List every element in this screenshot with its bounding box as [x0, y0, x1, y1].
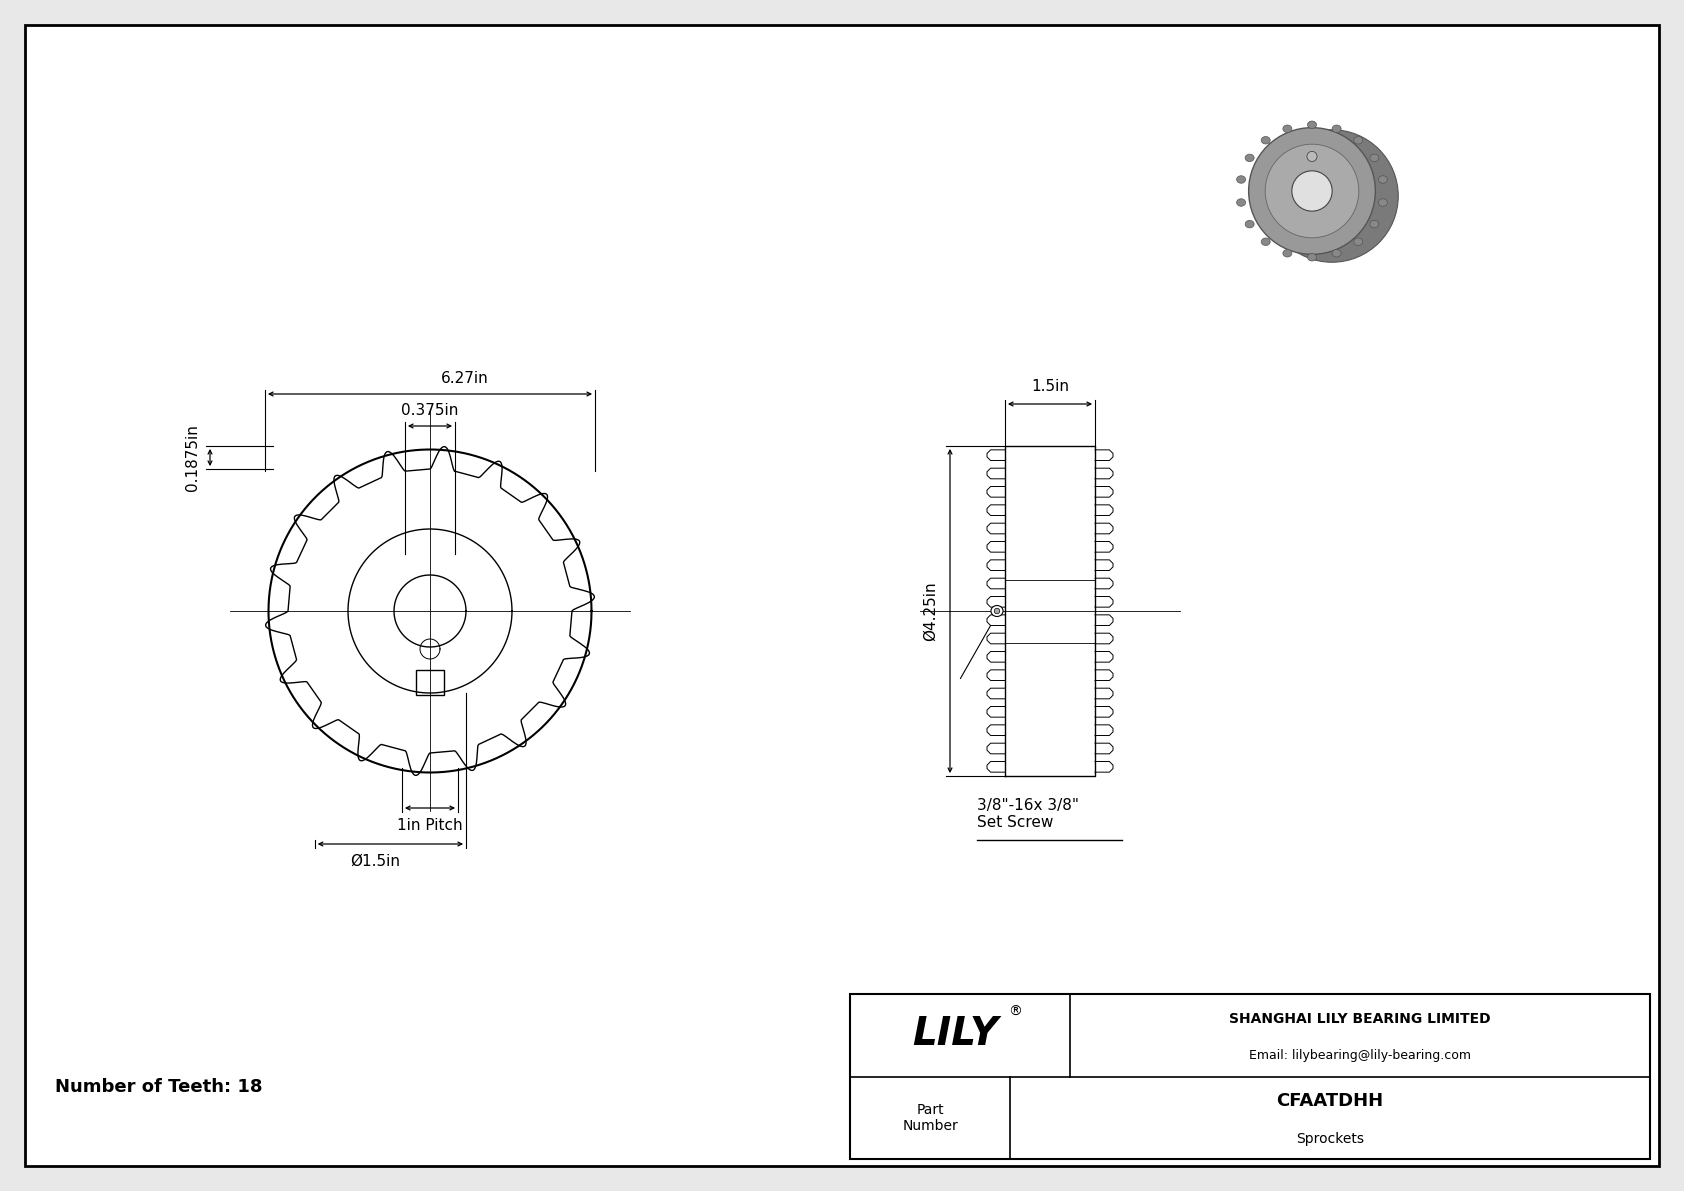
- Text: Email: lilybearing@lily-bearing.com: Email: lilybearing@lily-bearing.com: [1250, 1048, 1472, 1061]
- Text: Part
Number: Part Number: [903, 1103, 958, 1133]
- Ellipse shape: [1283, 125, 1292, 132]
- Ellipse shape: [1244, 154, 1255, 162]
- Bar: [850, 994, 1650, 1159]
- Ellipse shape: [1307, 121, 1317, 129]
- Text: 6.27in: 6.27in: [441, 372, 488, 386]
- Ellipse shape: [1236, 176, 1246, 183]
- Text: Ø1.5in: Ø1.5in: [350, 854, 401, 869]
- Ellipse shape: [1283, 249, 1292, 257]
- Bar: [416, 671, 445, 696]
- Text: 1.5in: 1.5in: [1031, 379, 1069, 394]
- Text: CFAATDHH: CFAATDHH: [1276, 1092, 1384, 1110]
- Text: 1in Pitch: 1in Pitch: [397, 818, 463, 833]
- Ellipse shape: [1354, 137, 1362, 144]
- Ellipse shape: [1369, 220, 1379, 227]
- Ellipse shape: [1332, 249, 1340, 257]
- Text: SHANGHAI LILY BEARING LIMITED: SHANGHAI LILY BEARING LIMITED: [1229, 1011, 1490, 1025]
- Ellipse shape: [1261, 137, 1270, 144]
- Text: LILY: LILY: [913, 1015, 999, 1053]
- Text: ®: ®: [1009, 1005, 1022, 1019]
- Circle shape: [1248, 127, 1376, 255]
- Ellipse shape: [994, 609, 1000, 613]
- Circle shape: [1265, 144, 1359, 238]
- Ellipse shape: [1307, 254, 1317, 261]
- Text: Ø4.25in: Ø4.25in: [923, 581, 938, 641]
- FancyBboxPatch shape: [1312, 163, 1364, 219]
- Ellipse shape: [1369, 154, 1379, 162]
- Ellipse shape: [1244, 220, 1255, 227]
- Ellipse shape: [1379, 176, 1388, 183]
- Text: Sprockets: Sprockets: [1297, 1133, 1364, 1146]
- Ellipse shape: [990, 605, 1004, 617]
- Ellipse shape: [1261, 238, 1270, 245]
- Ellipse shape: [1332, 125, 1340, 132]
- Ellipse shape: [1379, 199, 1388, 206]
- Circle shape: [1292, 170, 1332, 211]
- Circle shape: [1266, 130, 1398, 262]
- Ellipse shape: [1354, 238, 1362, 245]
- Text: 0.375in: 0.375in: [401, 403, 458, 418]
- Circle shape: [1307, 151, 1317, 162]
- Ellipse shape: [1236, 199, 1246, 206]
- Text: 3/8"-16x 3/8"
Set Screw: 3/8"-16x 3/8" Set Screw: [977, 798, 1079, 830]
- Text: 0.1875in: 0.1875in: [185, 424, 200, 491]
- Text: Number of Teeth: 18: Number of Teeth: 18: [56, 1078, 263, 1096]
